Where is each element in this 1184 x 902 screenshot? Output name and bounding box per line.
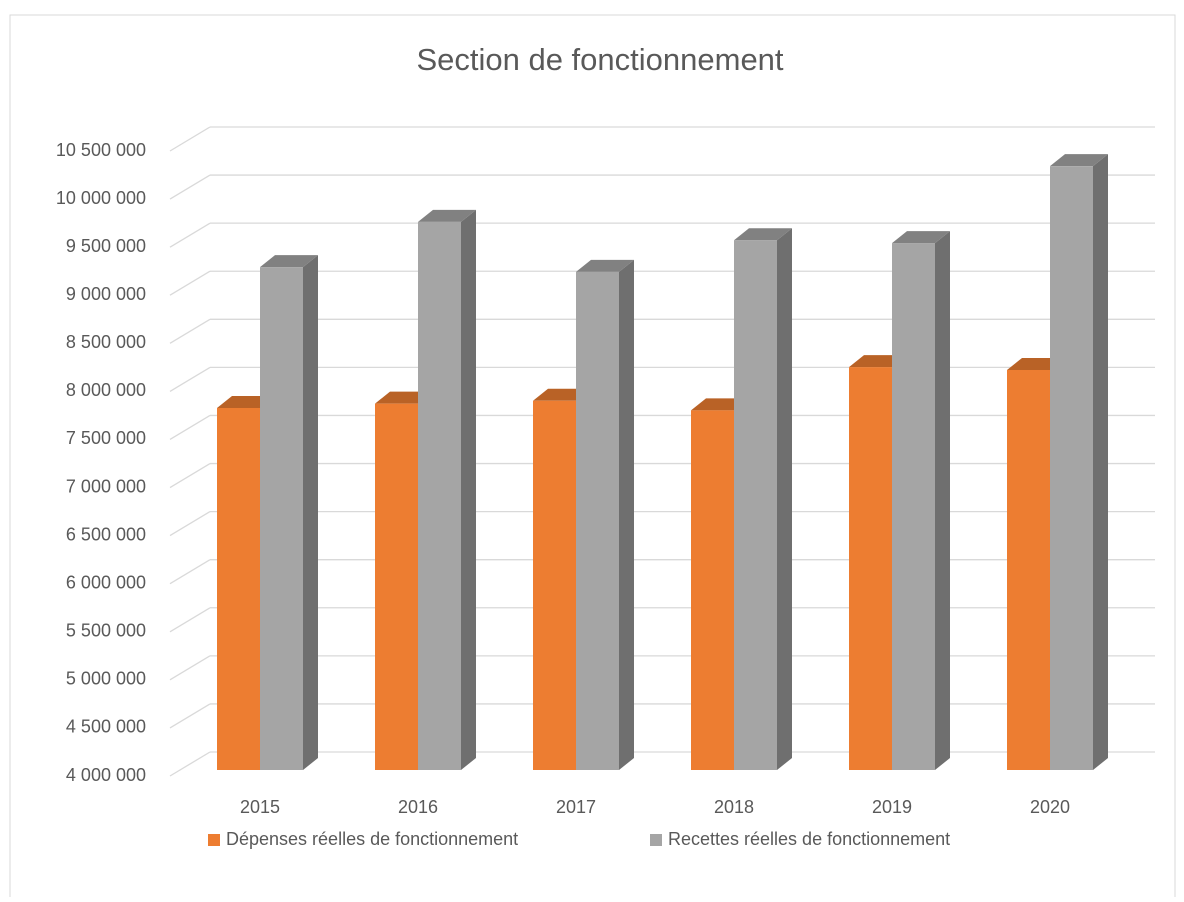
y-tick-label: 8 000 000 bbox=[66, 380, 146, 400]
bar-top bbox=[576, 259, 634, 272]
bar-side bbox=[461, 209, 476, 770]
legend-label: Recettes réelles de fonctionnement bbox=[668, 829, 950, 849]
bar-side bbox=[619, 259, 634, 770]
x-tick-label: 2017 bbox=[556, 797, 596, 817]
y-tick-label: 9 500 000 bbox=[66, 236, 146, 256]
grid-line bbox=[169, 318, 211, 344]
bar bbox=[418, 221, 461, 770]
bar bbox=[849, 367, 892, 770]
legend-label: Dépenses réelles de fonctionnement bbox=[226, 829, 518, 849]
grid-line bbox=[169, 559, 211, 585]
y-tick-label: 5 000 000 bbox=[66, 669, 146, 689]
grid-line bbox=[169, 703, 211, 729]
x-tick-label: 2015 bbox=[240, 797, 280, 817]
legend-swatch bbox=[208, 834, 220, 846]
y-tick-label: 7 500 000 bbox=[66, 428, 146, 448]
grid-line bbox=[169, 751, 211, 777]
grid-line bbox=[169, 126, 211, 152]
x-tick-label: 2019 bbox=[872, 797, 912, 817]
y-tick-label: 6 500 000 bbox=[66, 524, 146, 544]
bar-side bbox=[777, 228, 792, 770]
bar bbox=[217, 407, 260, 770]
bar-top bbox=[1050, 154, 1108, 167]
grid-line bbox=[169, 462, 211, 489]
bar-top bbox=[260, 255, 318, 268]
bar-top bbox=[734, 228, 792, 241]
grid-line bbox=[169, 270, 211, 296]
grid-line bbox=[169, 366, 211, 392]
x-tick-label: 2020 bbox=[1030, 797, 1070, 817]
grid-line bbox=[169, 655, 211, 681]
grid-line bbox=[169, 222, 211, 248]
bar bbox=[892, 243, 935, 771]
grid-line bbox=[169, 511, 211, 537]
grid-line bbox=[169, 607, 211, 633]
bar bbox=[1050, 166, 1093, 771]
bar bbox=[691, 410, 734, 770]
y-tick-label: 9 000 000 bbox=[66, 284, 146, 304]
bar bbox=[533, 400, 576, 770]
grid-line bbox=[169, 414, 211, 441]
bar bbox=[375, 403, 418, 770]
bar-top bbox=[892, 231, 950, 244]
x-tick-label: 2018 bbox=[714, 797, 754, 817]
y-tick-label: 8 500 000 bbox=[66, 332, 146, 352]
bar-top bbox=[418, 209, 476, 222]
bar bbox=[576, 271, 619, 770]
x-tick-label: 2016 bbox=[398, 797, 438, 817]
y-tick-label: 5 500 000 bbox=[66, 621, 146, 641]
y-tick-label: 4 000 000 bbox=[66, 765, 146, 785]
bar-side bbox=[1093, 154, 1108, 771]
y-tick-label: 10 000 000 bbox=[56, 188, 146, 208]
chart-title: Section de fonctionnement bbox=[416, 42, 783, 77]
y-tick-label: 7 000 000 bbox=[66, 476, 146, 496]
bar bbox=[1007, 370, 1050, 770]
bar-side bbox=[303, 255, 318, 771]
y-tick-label: 4 500 000 bbox=[66, 717, 146, 737]
bar bbox=[734, 240, 777, 770]
legend-swatch bbox=[650, 834, 662, 846]
grid-line bbox=[169, 174, 211, 200]
bar bbox=[260, 267, 303, 770]
y-tick-label: 10 500 000 bbox=[56, 140, 146, 160]
y-tick-label: 6 000 000 bbox=[66, 572, 146, 592]
bar-side bbox=[935, 231, 950, 771]
